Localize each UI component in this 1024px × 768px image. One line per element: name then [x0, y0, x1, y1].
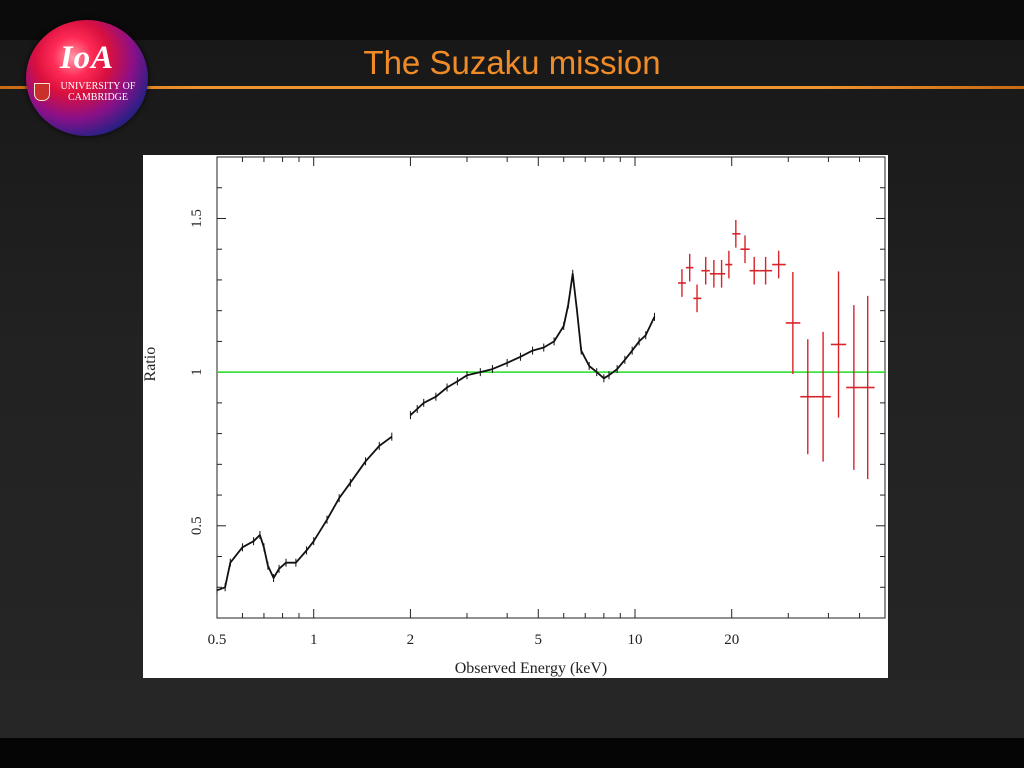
- x-axis-label: Observed Energy (keV): [455, 660, 608, 677]
- page-title: The Suzaku mission: [363, 44, 661, 81]
- title-rule: [0, 86, 1024, 89]
- logo-university-text: UNIVERSITY OF: [60, 81, 136, 92]
- y-tick-label: 1.5: [189, 209, 205, 228]
- y-tick-label: 0.5: [189, 516, 205, 535]
- plot-card: 0.5 1 2 5 10 20 0.5 1 1.5 Observed Energy (keV) Ra…: [143, 155, 888, 678]
- ratio-chart: 0.5 1 2 5 10 20 0.5 1 1.5 Observed Energy (keV) Ra…: [143, 156, 886, 677]
- bottom-band: [0, 738, 1024, 768]
- x-tick-label: 10: [627, 632, 642, 648]
- black-series-line: [216, 435, 393, 592]
- x-tick-label: 5: [535, 632, 543, 648]
- x-tick-label: 0.5: [208, 632, 227, 648]
- x-tick-label: 2: [407, 632, 415, 648]
- cambridge-crest-icon: [34, 83, 50, 101]
- y-tick-label: 1: [189, 368, 205, 376]
- plot-frame: [216, 156, 886, 619]
- x-tick-label: 1: [310, 632, 318, 648]
- top-band: [0, 0, 1024, 40]
- logo-cambridge-text: CAMBRIDGE: [67, 92, 128, 103]
- y-axis-label: Ratio: [143, 347, 159, 382]
- ioa-logo: IoA UNIVERSITY OF CAMBRIDGE: [26, 20, 148, 136]
- x-tick-label: 20: [724, 632, 739, 648]
- black-series-line: [409, 272, 656, 416]
- logo-ioa-text: IoA: [59, 40, 115, 76]
